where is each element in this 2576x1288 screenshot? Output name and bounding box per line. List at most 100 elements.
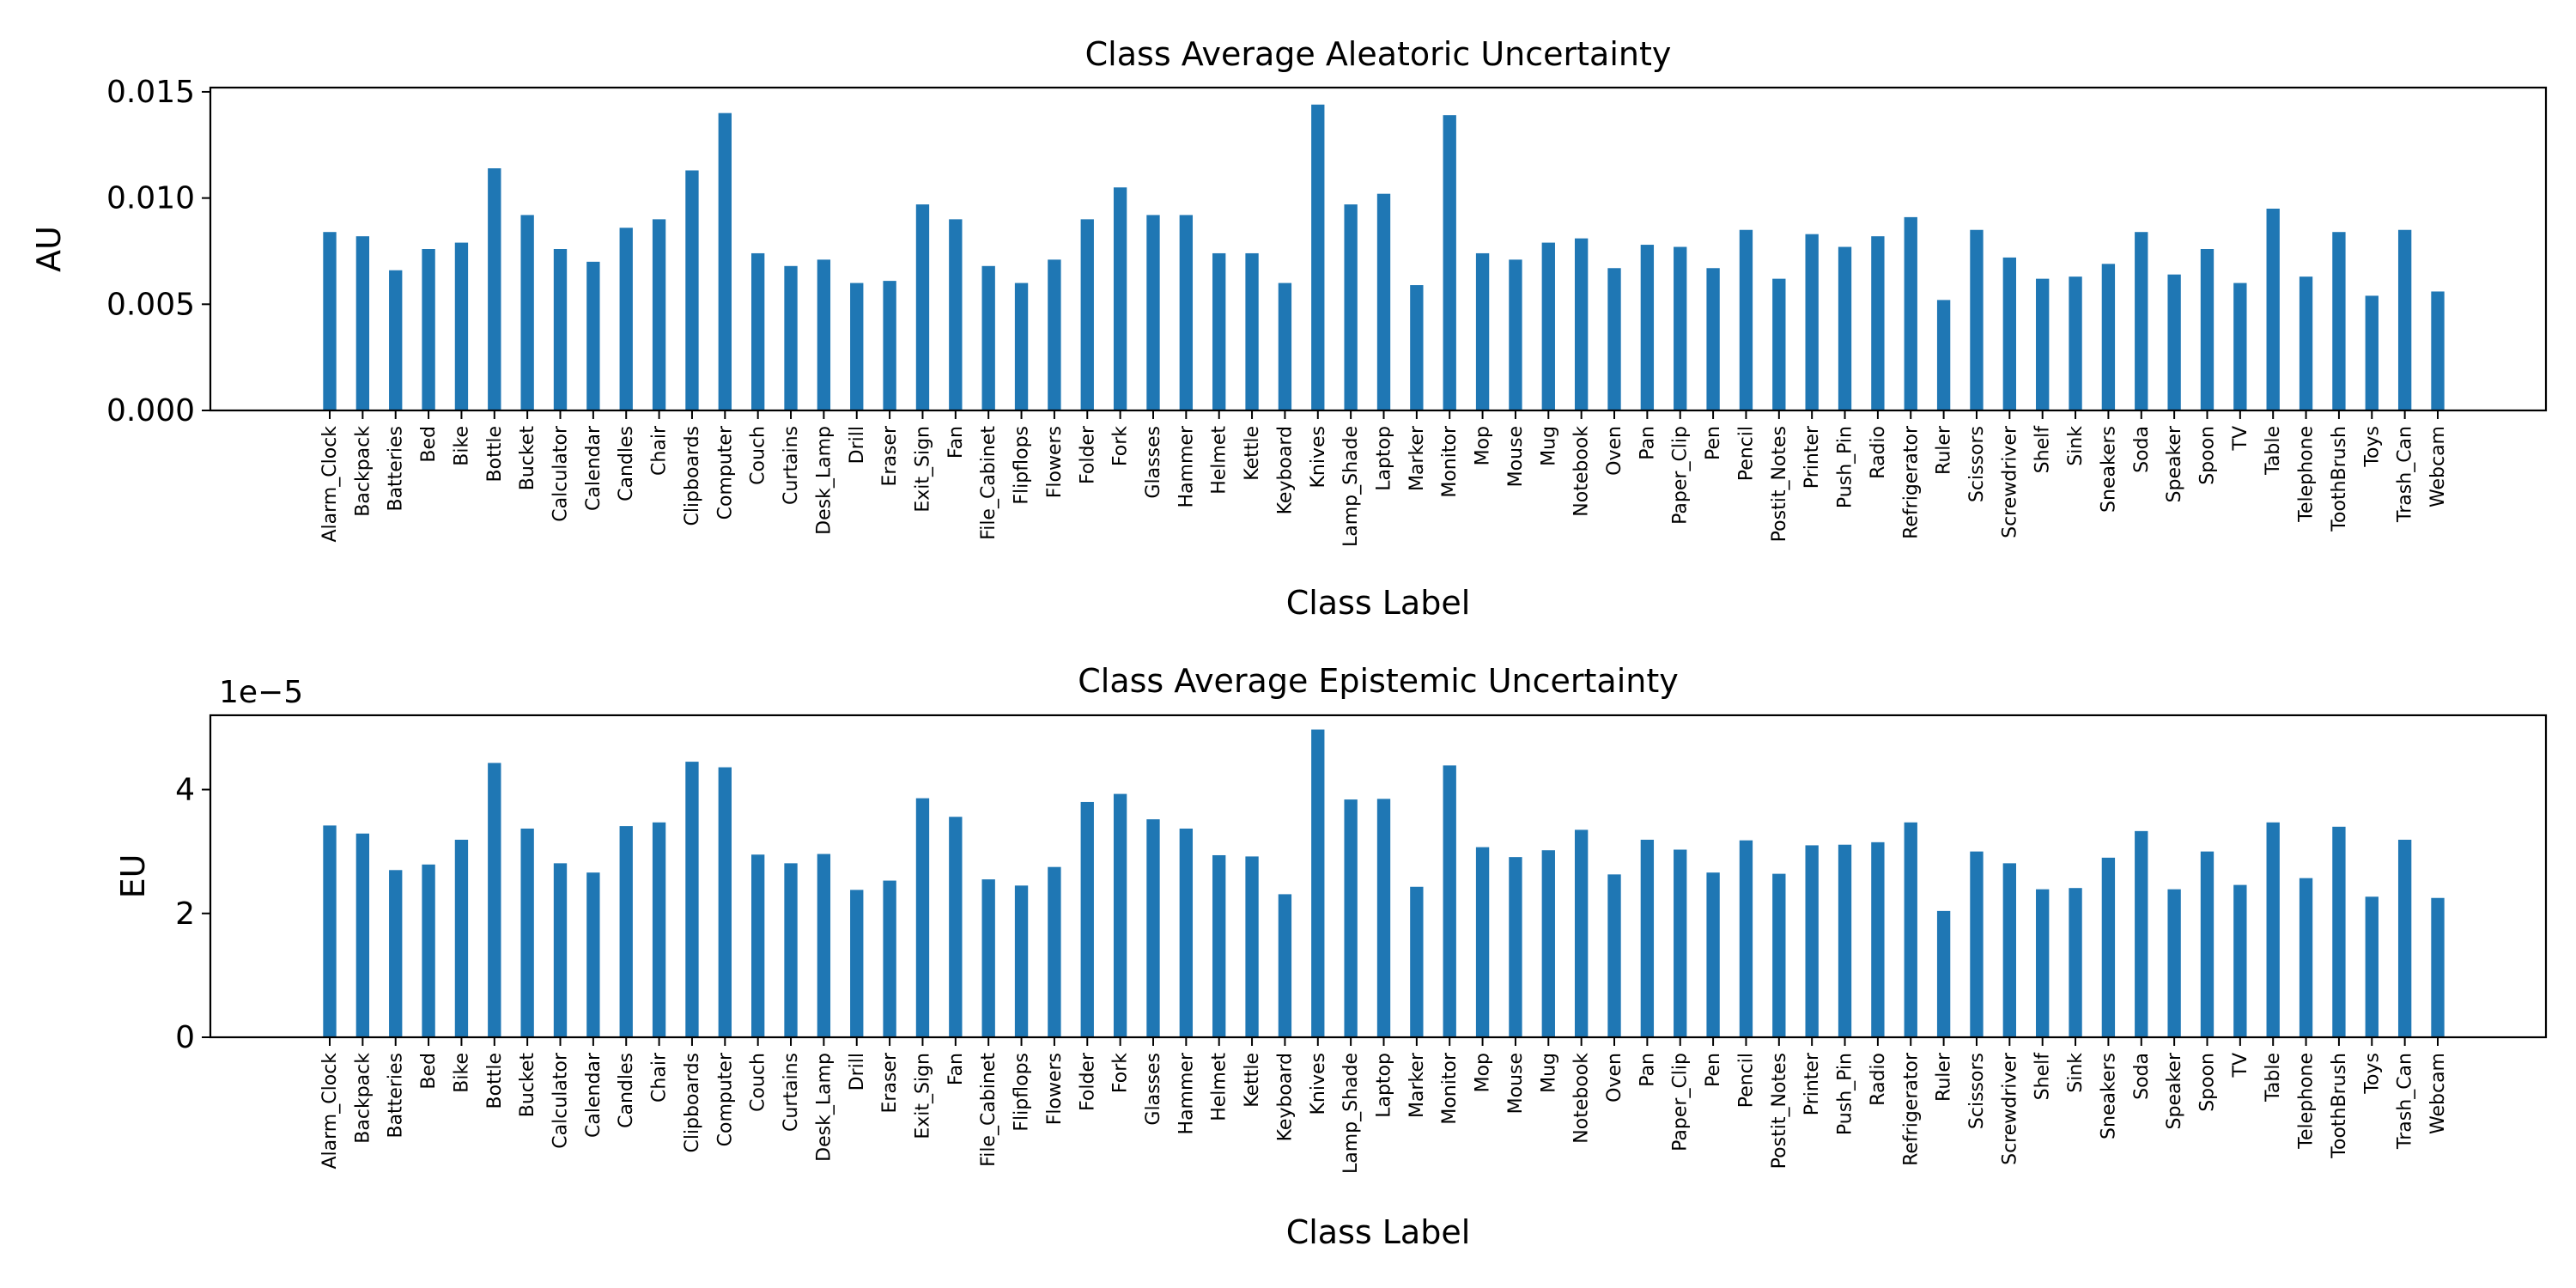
x-tick-label: Screwdriver bbox=[1999, 425, 2020, 538]
x-tick-label: Bed bbox=[418, 426, 440, 463]
bar-folder bbox=[1080, 801, 1094, 1037]
x-tick-label: Couch bbox=[748, 1053, 769, 1112]
x-tick-label: Radio bbox=[1868, 1053, 1889, 1106]
bar-pan bbox=[1640, 839, 1655, 1037]
x-tick-label: Bike bbox=[451, 426, 472, 466]
bar-bucket bbox=[520, 828, 534, 1037]
x-tick-label: Screwdriver bbox=[1999, 1052, 2020, 1165]
x-tick-label: Flowers bbox=[1044, 426, 1066, 498]
bar-pencil bbox=[1739, 840, 1753, 1037]
bar-spoon bbox=[2200, 249, 2215, 410]
bar-marker bbox=[1410, 886, 1424, 1037]
y-axis-offset-label: 1e−5 bbox=[219, 675, 303, 710]
x-tick-label: Knives bbox=[1308, 426, 1329, 489]
x-tick-label: Pencil bbox=[1735, 426, 1757, 481]
bar-notebook bbox=[1574, 238, 1589, 410]
x-tick-label: ToothBrush bbox=[2329, 426, 2350, 532]
bar-kettle bbox=[1245, 252, 1259, 410]
bar-drill bbox=[850, 283, 864, 410]
x-tick-label: Bucket bbox=[517, 426, 538, 491]
x-tick-label: Push_Pin bbox=[1835, 1053, 1856, 1135]
bar-webcam bbox=[2431, 291, 2445, 410]
x-tick-label: Shelf bbox=[2032, 425, 2054, 474]
bar-oven bbox=[1607, 268, 1621, 410]
x-tick-label: Glasses bbox=[1143, 426, 1164, 499]
x-tick-label: Mop bbox=[1473, 426, 1494, 465]
bar-eraser bbox=[883, 880, 896, 1037]
bar-radio bbox=[1871, 236, 1885, 410]
axes-frame bbox=[209, 714, 2548, 1039]
bar-bike bbox=[454, 242, 469, 410]
x-tick-label: Keyboard bbox=[1274, 426, 1296, 514]
bar-batteries bbox=[389, 870, 403, 1037]
bar-drill bbox=[850, 890, 864, 1037]
bar-mug bbox=[1541, 242, 1555, 410]
x-tick-label: Curtains bbox=[781, 1053, 802, 1132]
bar-scissors bbox=[1970, 229, 1984, 410]
bar-telephone bbox=[2299, 276, 2313, 410]
x-tick-label: Computer bbox=[714, 1052, 736, 1146]
x-tick-label: Printer bbox=[1801, 1052, 1823, 1115]
bar-file-cabinet bbox=[981, 265, 995, 410]
bar-fan bbox=[949, 219, 963, 410]
bar-refrigerator bbox=[1904, 822, 1917, 1037]
x-tick-label: Mug bbox=[1538, 426, 1559, 466]
bar-helmet bbox=[1212, 252, 1226, 410]
x-tick-label: Clipboards bbox=[682, 1053, 703, 1153]
y-tick-label: 0.005 bbox=[106, 287, 195, 322]
bar-backpack bbox=[355, 236, 370, 410]
x-tick-label: Sink bbox=[2065, 426, 2087, 466]
x-tick-label: Notebook bbox=[1571, 426, 1593, 517]
bar-bucket bbox=[520, 215, 534, 410]
x-tick-label: Fan bbox=[945, 426, 967, 459]
bar-mouse bbox=[1509, 259, 1522, 410]
x-tick-label: Bottle bbox=[484, 1053, 506, 1109]
x-tick-label: Soda bbox=[2131, 1053, 2153, 1100]
x-tick-label: Pen bbox=[1703, 426, 1724, 460]
bar-marker bbox=[1410, 285, 1424, 410]
bar-trash-can bbox=[2397, 229, 2412, 410]
x-tick-label: Couch bbox=[748, 426, 769, 485]
bar-radio bbox=[1871, 841, 1885, 1037]
x-tick-label: Clipboards bbox=[682, 426, 703, 526]
bar-sink bbox=[2069, 276, 2082, 410]
bar-pen bbox=[1706, 268, 1720, 410]
bar-screwdriver bbox=[2002, 863, 2016, 1037]
bar-hammer bbox=[1179, 215, 1194, 410]
y-tick-label: 0.000 bbox=[106, 393, 195, 428]
x-tick-label: Marker bbox=[1406, 425, 1428, 491]
bar-refrigerator bbox=[1904, 216, 1917, 410]
x-tick-label: Curtains bbox=[781, 426, 802, 505]
bar-fork bbox=[1113, 187, 1127, 410]
x-tick-label: Alarm_Clock bbox=[319, 1053, 341, 1170]
bar-bottle bbox=[488, 762, 501, 1037]
bar-kettle bbox=[1245, 856, 1259, 1037]
x-tick-label: Alarm_Clock bbox=[319, 426, 341, 543]
bar-toothbrush bbox=[2332, 232, 2346, 410]
x-tick-label: Eraser bbox=[879, 1052, 901, 1113]
x-tick-label: Flipflops bbox=[1012, 1053, 1033, 1132]
x-tick-label: Webcam bbox=[2427, 426, 2449, 507]
x-tick-label: Sink bbox=[2065, 1053, 2087, 1093]
x-tick-label: Table bbox=[2263, 426, 2284, 476]
x-tick-label: Soda bbox=[2131, 426, 2153, 473]
x-tick-label: Helmet bbox=[1209, 1053, 1230, 1121]
bar-computer bbox=[718, 112, 732, 410]
x-tick-label: Kettle bbox=[1242, 1053, 1263, 1108]
bar-ruler bbox=[1936, 910, 1951, 1037]
bar-mop bbox=[1475, 252, 1490, 410]
bar-alarm-clock bbox=[323, 825, 337, 1037]
bar-shelf bbox=[2036, 889, 2050, 1037]
bar-batteries bbox=[389, 270, 403, 410]
bar-glasses bbox=[1146, 215, 1160, 410]
bar-flowers bbox=[1048, 259, 1061, 410]
bar-flipflops bbox=[1014, 885, 1029, 1037]
bar-keyboard bbox=[1278, 283, 1292, 410]
x-tick-label: Table bbox=[2263, 1053, 2284, 1103]
aleatoric-uncertainty-chart: 0.000 0.005 0.010 0.015 Alarm_Clock Backpack B… bbox=[30, 35, 2548, 622]
x-tick-label: Pencil bbox=[1735, 1053, 1757, 1108]
bar-mouse bbox=[1509, 857, 1522, 1037]
x-tick-label: Paper_Clip bbox=[1670, 1053, 1692, 1151]
x-tick-label: Ruler bbox=[1934, 425, 1955, 475]
